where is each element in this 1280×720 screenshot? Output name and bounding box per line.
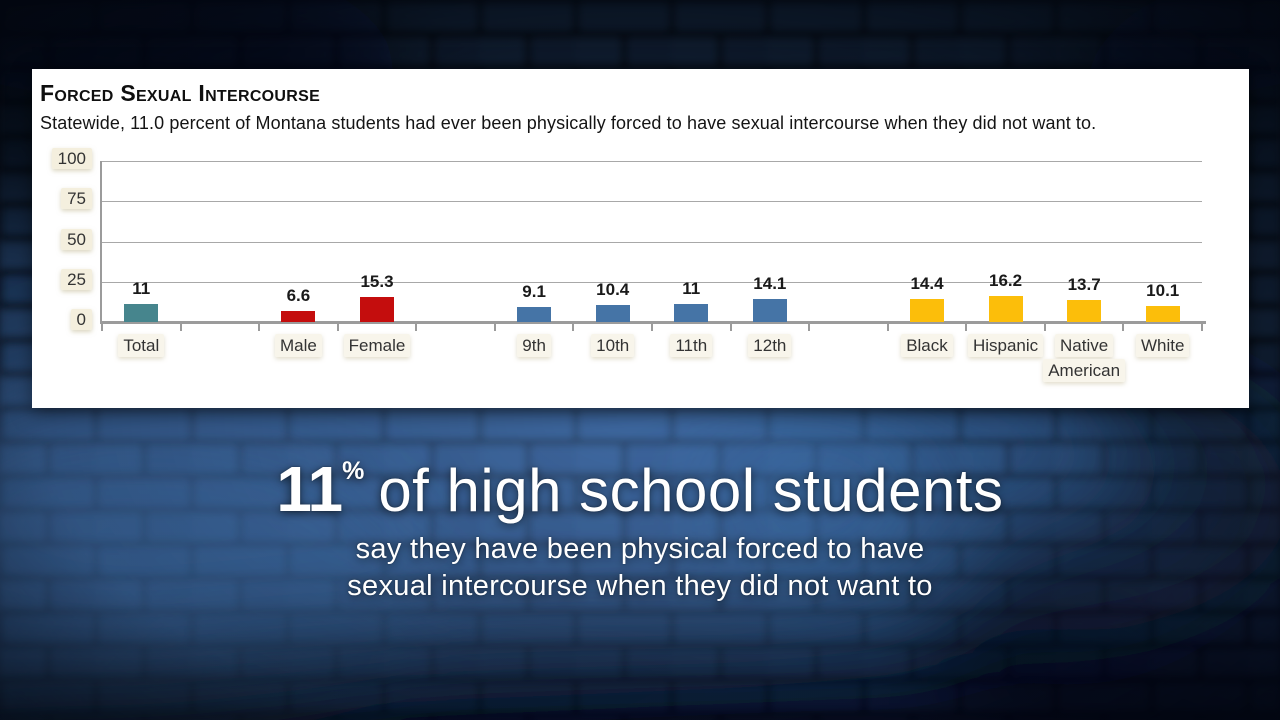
bar-slot: 6.6 Male [259,161,338,357]
y-tick-label: 25 [38,268,92,290]
bar-category-label: Native American [1038,334,1130,383]
axis-tick [1122,324,1125,331]
bar-value-label: 13.7 [1067,274,1101,294]
y-tick-value: 100 [51,148,92,169]
headline-subline-2: sexual intercourse when they did not wan… [347,570,933,602]
axis-tick [886,324,889,331]
axis-tick [651,324,653,331]
axis-tick [808,324,811,331]
bar-slot: 9.1 9th [495,161,574,357]
bar-value-label: 10.4 [596,280,630,300]
bar-slot: 11 Total [102,161,181,357]
bar-category-label: Total [95,334,187,359]
y-tick-value: 25 [61,268,92,290]
category-label-text: 12th [748,334,792,357]
bar-value-label: 16.2 [989,270,1023,290]
axis-tick [258,324,261,331]
bar-slot: 14.4 Black [888,161,967,357]
bar-category-label: Female [331,334,423,359]
bar [359,297,394,322]
axis-tick [415,324,418,331]
bar-value-label: 6.6 [286,286,311,306]
category-label-text: Male [274,334,322,357]
category-label-text: Female [343,334,411,357]
bar-value-label: 14.1 [753,274,787,294]
axis-tick [572,324,575,331]
bar [909,298,944,322]
bar [1067,299,1102,322]
category-label-text: Total [118,334,165,357]
bar-slot: 10.4 10th [573,161,652,357]
gridline [102,241,1202,243]
bar-slot: 14.1 12th [731,161,810,357]
bar [674,304,709,322]
axis-tick [179,324,182,331]
bar [752,299,787,322]
bar [988,295,1023,322]
y-tick-label: 50 [38,228,92,250]
bar-value-label: 10.1 [1146,280,1180,300]
chart-panel: Forced Sexual Intercourse Statewide, 11.… [32,69,1249,408]
bar-slot: 13.7 Native American [1043,161,1126,382]
category-label-text: 10th [591,334,635,357]
bar-value-label: 9.1 [522,282,546,302]
stat-number: 11 [276,453,343,525]
bar-category-label: 10th [567,334,659,359]
y-tick-value: 50 [61,228,92,250]
axis-tick [1043,324,1046,331]
gridline [102,201,1202,203]
bar-value-label: 15.3 [360,272,394,292]
y-tick-label: 75 [38,188,92,210]
bar-category-label: 11th [645,334,737,359]
axis-tick [965,324,968,331]
y-tick-label: 100 [38,148,92,169]
bar-category-label: Male [252,334,344,359]
bar [281,311,316,322]
bar-slot: 16.2 Hispanic [966,161,1045,357]
bar [517,307,552,322]
bar [595,305,630,322]
category-label-text: White [1135,334,1190,357]
x-axis-line [100,321,1206,324]
bar [124,304,159,322]
y-tick-value: 0 [70,309,92,330]
bar-value-label: 11 [682,279,701,299]
category-label-text: 9th [517,334,551,357]
chart-title: Forced Sexual Intercourse [40,80,321,106]
bar-category-label: 9th [488,334,580,359]
headline-subline-1: say they have been physical forced to ha… [355,533,925,565]
category-label-text: Native American [1043,334,1126,382]
axis-tick [101,324,103,331]
category-label-text: Hispanic [967,334,1044,357]
gridline [102,281,1202,283]
plot-area: 11 Total 6.6 Male 15.3 Female 9.1 9th 10.4 10th 11… [100,161,1206,382]
bar-category-label: 12th [724,334,816,359]
bar-slot: 10.1 White [1123,161,1202,357]
bar-value-label: 14.4 [910,273,944,293]
bar-category-label: White [1117,334,1209,359]
y-tick-value: 75 [61,188,92,210]
bar-category-label: Hispanic [960,334,1052,359]
percent-sign: % [342,457,365,485]
chart-subtitle: Statewide, 11.0 percent of Montana stude… [40,113,1097,133]
bar-category-label: Black [881,334,973,359]
axis-tick [729,324,732,331]
axis-tick [336,324,339,331]
category-label-text: Black [901,334,953,357]
bar-slot: 11 11th [652,161,731,357]
axis-tick [493,324,496,331]
bar-slot: 15.3 Female [338,161,417,357]
gridline [102,161,1202,162]
bar [1145,305,1180,322]
headline-overlay: 11% of high school students say they have… [0,436,1280,605]
headline: 11% of high school students [0,436,1280,526]
headline-text: of high school students [378,457,1004,524]
bar-value-label: 11 [132,279,151,299]
category-label-text: 11th [670,334,713,357]
axis-tick [1201,324,1203,331]
y-tick-label: 0 [38,309,92,330]
